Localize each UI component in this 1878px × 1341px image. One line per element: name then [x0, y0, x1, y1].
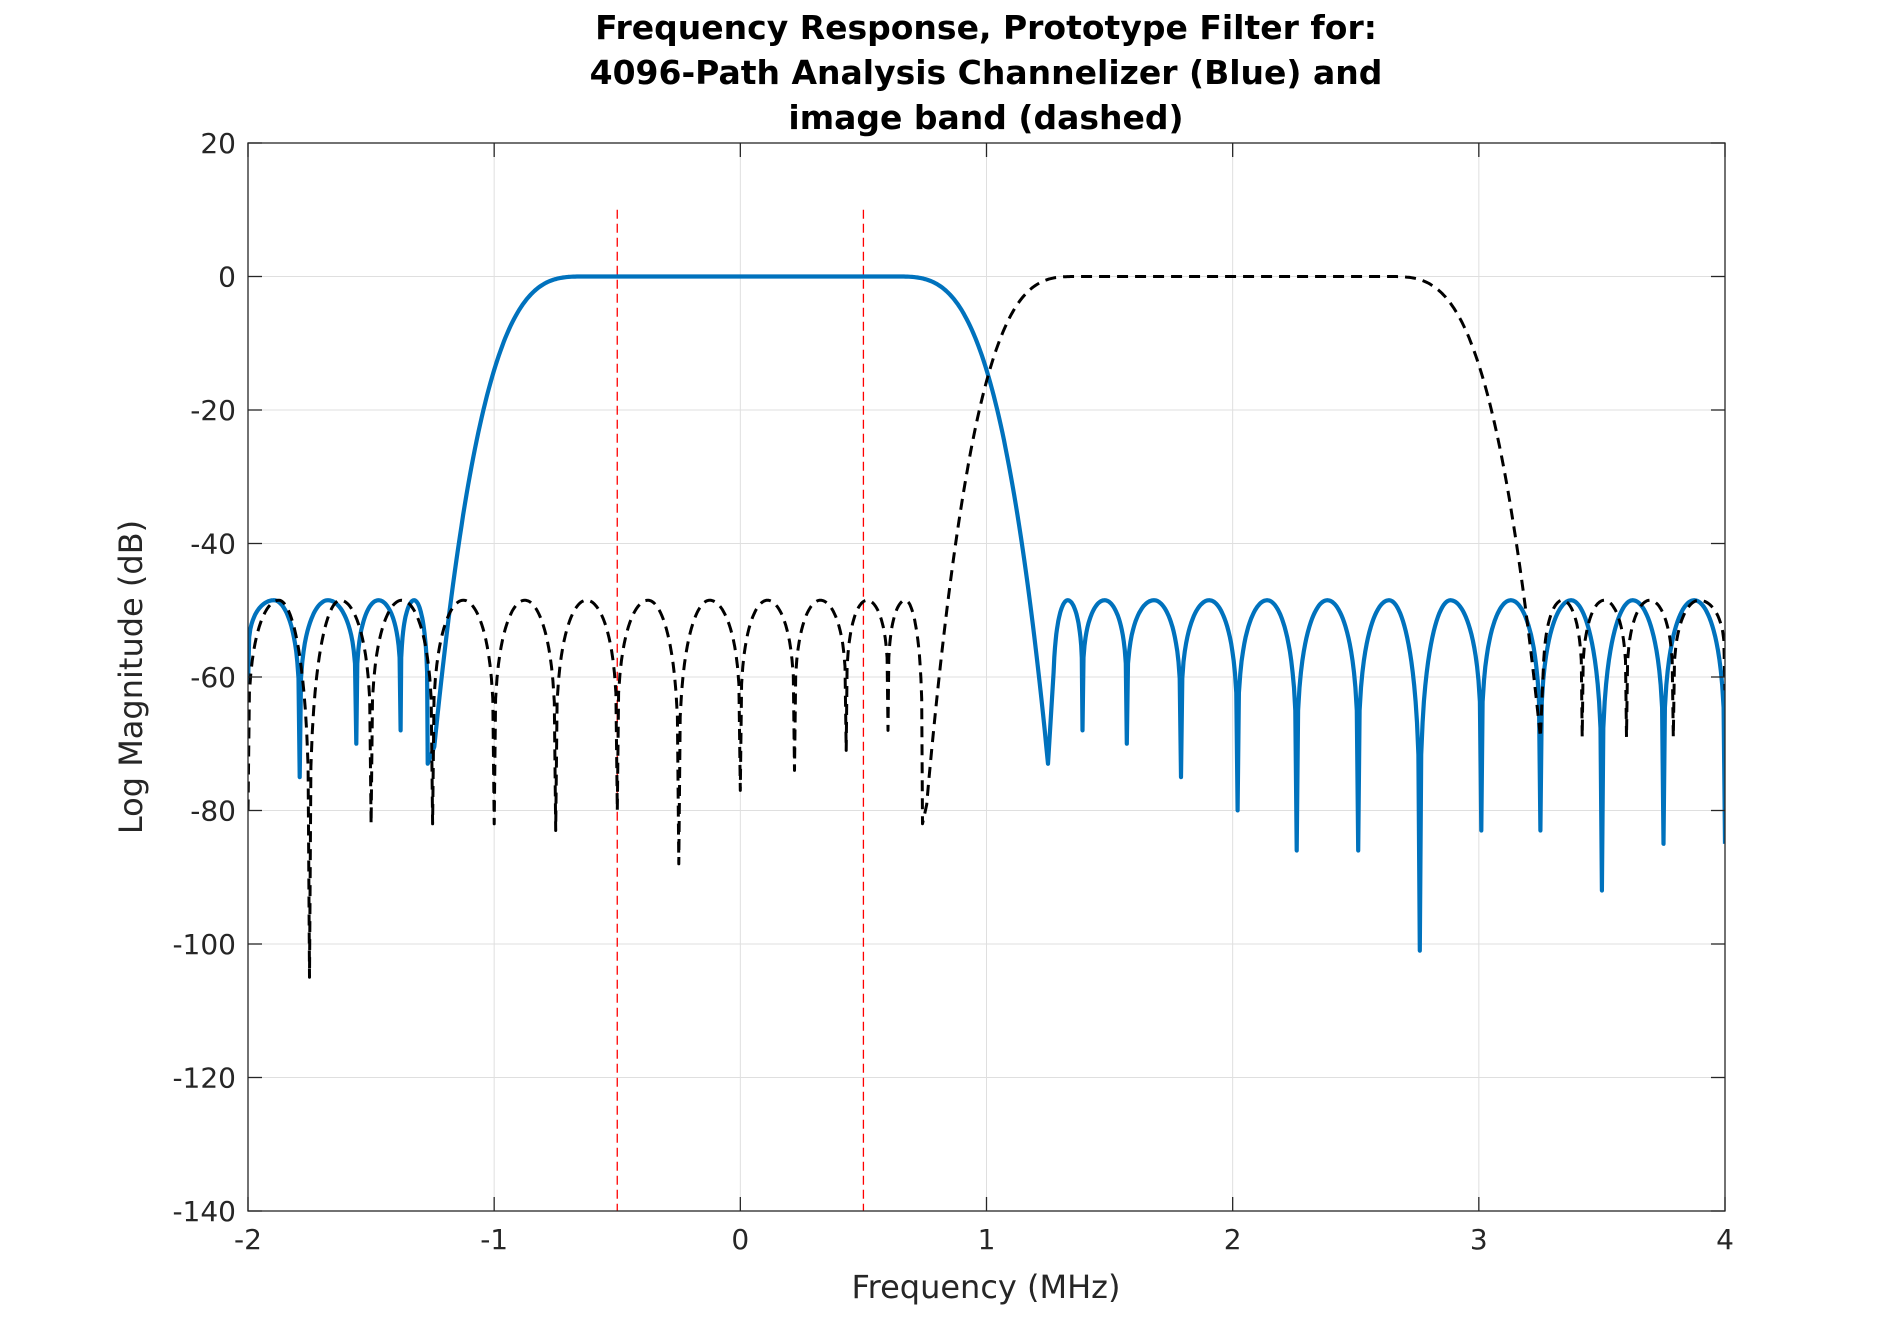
y-tick-label: -40	[190, 528, 236, 561]
y-tick-label: -120	[172, 1062, 236, 1095]
x-tick-label: 1	[978, 1223, 996, 1256]
y-tick-labels: -140 -120 -100 -80 -60 -40 -20 0 20	[172, 127, 236, 1228]
chart-title-line-1: Frequency Response, Prototype Filter for…	[595, 8, 1377, 47]
x-tick-label: -2	[234, 1223, 262, 1256]
prototype-filter-line	[248, 274, 1725, 953]
x-tick-label: 0	[731, 1223, 749, 1256]
reference-lines	[616, 209, 865, 1211]
y-tick-label: -80	[190, 795, 236, 828]
x-tick-label: 3	[1470, 1223, 1488, 1256]
ticks	[247, 142, 1726, 1212]
chart-title-line-3: image band (dashed)	[788, 98, 1183, 137]
chart-title-line-2: 4096-Path Analysis Channelizer (Blue) an…	[590, 53, 1383, 92]
series-layer	[248, 274, 1725, 979]
x-tick-label: 2	[1224, 1223, 1242, 1256]
y-axis-label: Log Magnitude (dB)	[112, 520, 150, 834]
y-tick-label: 0	[218, 261, 236, 294]
y-tick-label: -140	[172, 1195, 236, 1228]
y-tick-label: 20	[200, 127, 236, 160]
x-tick-labels: -2 -1 0 1 2 3 4	[234, 1223, 1734, 1256]
image-band-line	[248, 275, 1725, 979]
y-tick-label: -60	[190, 661, 236, 694]
x-tick-label: -1	[480, 1223, 508, 1256]
x-tick-label: 4	[1716, 1223, 1734, 1256]
x-axis-label: Frequency (MHz)	[852, 1268, 1121, 1306]
y-tick-label: -20	[190, 394, 236, 427]
y-tick-label: -100	[172, 928, 236, 961]
